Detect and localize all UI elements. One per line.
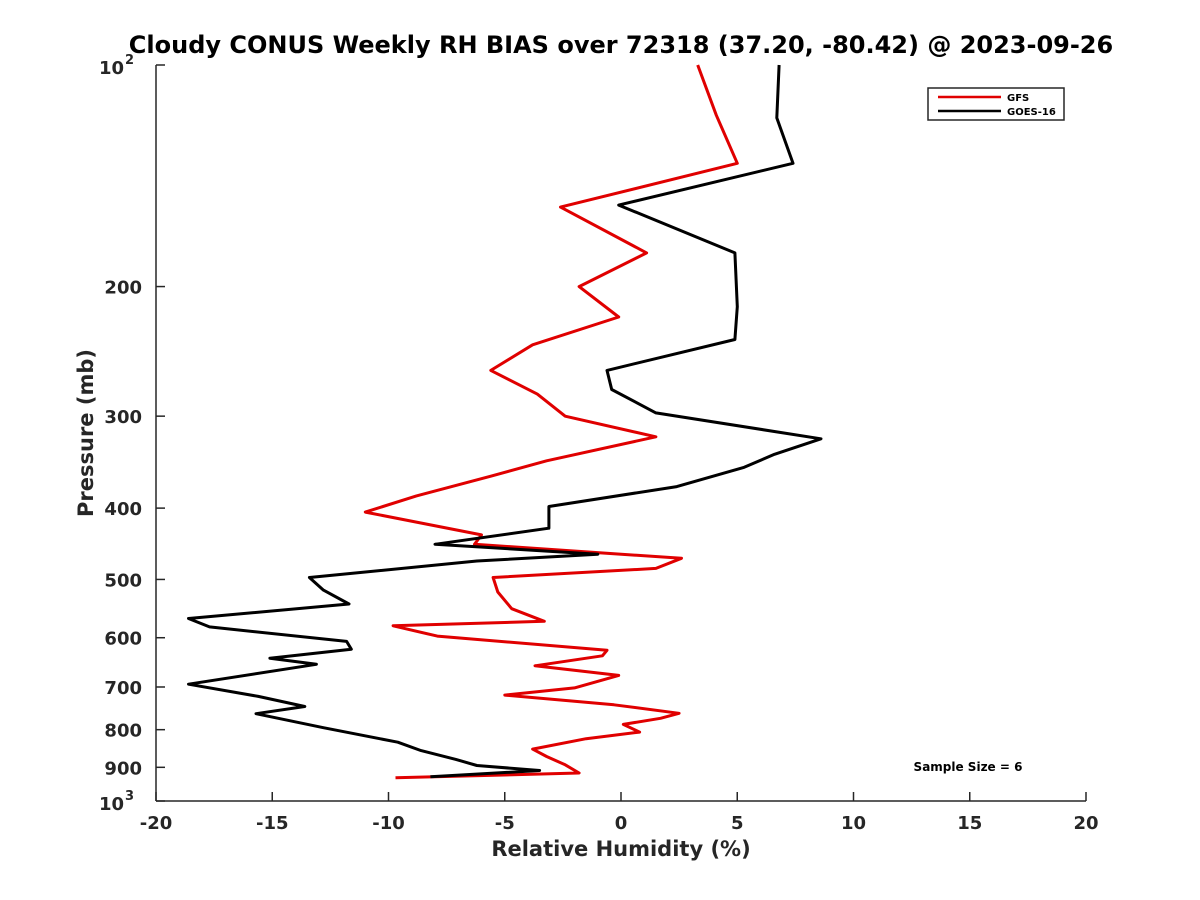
x-tick-label: 20 — [1073, 813, 1098, 834]
y-tick-label: 800 — [104, 721, 142, 742]
x-tick-label: 0 — [615, 813, 628, 834]
legend-box — [927, 87, 1065, 121]
y-tick-label: 400 — [104, 499, 142, 520]
series-lines — [187, 64, 823, 780]
legend: GFS GOES-16 — [927, 87, 1065, 121]
y-tick-label-base: 10 — [99, 58, 124, 79]
legend-label-goes16: GOES-16 — [1007, 107, 1056, 118]
chart-title: Cloudy CONUS Weekly RH BIAS over 72318 (… — [129, 31, 1113, 59]
y-tick-label: 900 — [104, 758, 142, 779]
series-line-goes16 — [187, 64, 823, 779]
y-axis-label: Pressure (mb) — [74, 349, 98, 517]
y-tick-label: 600 — [104, 629, 142, 650]
x-ticks: -20 -15 -10 -5 0 5 10 15 20 — [140, 792, 1099, 834]
series-line-gfs — [363, 64, 739, 780]
y-tick-label: 300 — [104, 407, 142, 428]
x-tick-label: -5 — [495, 813, 515, 834]
y-tick-label-base: 10 — [99, 794, 124, 815]
x-axis-label: Relative Humidity (%) — [491, 837, 750, 861]
x-tick-label: -10 — [372, 813, 405, 834]
legend-label-gfs: GFS — [1007, 93, 1029, 104]
y-tick-label-exponent: 2 — [125, 53, 134, 68]
y-tick-label: 200 — [104, 278, 142, 299]
x-tick-label: 10 — [841, 813, 866, 834]
y-tick-label-exponent: 3 — [125, 789, 134, 804]
x-tick-label: 15 — [957, 813, 982, 834]
y-tick-label: 500 — [104, 570, 142, 591]
y-tick-label: 700 — [104, 678, 142, 699]
sample-size-annotation: Sample Size = 6 — [914, 760, 1023, 774]
x-tick-label: -20 — [140, 813, 173, 834]
x-tick-label: -15 — [256, 813, 289, 834]
x-tick-label: 5 — [731, 813, 744, 834]
